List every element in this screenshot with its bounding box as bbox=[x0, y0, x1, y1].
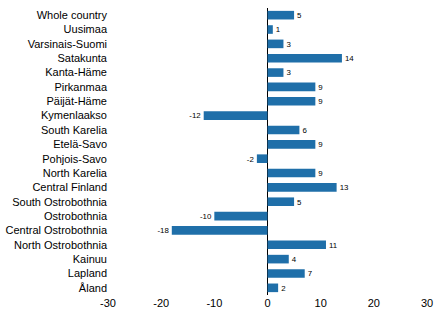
svg-text:10: 10 bbox=[315, 297, 327, 309]
svg-text:6: 6 bbox=[302, 126, 307, 135]
svg-text:4: 4 bbox=[292, 255, 297, 264]
svg-text:14: 14 bbox=[345, 54, 354, 63]
svg-text:Kymenlaakso: Kymenlaakso bbox=[41, 109, 107, 121]
svg-text:-18: -18 bbox=[157, 226, 169, 235]
svg-text:Whole country: Whole country bbox=[37, 9, 108, 21]
svg-text:South Karelia: South Karelia bbox=[41, 124, 108, 136]
svg-text:5: 5 bbox=[297, 11, 302, 20]
svg-text:Lapland: Lapland bbox=[68, 267, 107, 279]
svg-text:11: 11 bbox=[329, 241, 337, 250]
svg-text:7: 7 bbox=[308, 269, 312, 278]
svg-text:-12: -12 bbox=[189, 111, 200, 120]
svg-text:-10: -10 bbox=[206, 297, 222, 309]
svg-text:Uusimaa: Uusimaa bbox=[64, 23, 108, 35]
svg-text:1: 1 bbox=[276, 25, 280, 34]
svg-text:30: 30 bbox=[421, 297, 433, 309]
svg-text:2: 2 bbox=[281, 284, 285, 293]
svg-text:Åland: Åland bbox=[79, 282, 107, 294]
svg-text:3: 3 bbox=[286, 68, 291, 77]
svg-text:Ostrobothnia: Ostrobothnia bbox=[44, 210, 108, 222]
svg-text:North Karelia: North Karelia bbox=[43, 167, 108, 179]
svg-text:-20: -20 bbox=[153, 297, 169, 309]
svg-text:20: 20 bbox=[368, 297, 380, 309]
svg-text:Kanta-Häme: Kanta-Häme bbox=[45, 66, 107, 78]
svg-text:Pohjois-Savo: Pohjois-Savo bbox=[42, 153, 107, 165]
svg-text:-2: -2 bbox=[247, 155, 254, 164]
svg-text:South Ostrobothnia: South Ostrobothnia bbox=[12, 196, 108, 208]
svg-text:Kainuu: Kainuu bbox=[73, 253, 107, 265]
svg-text:9: 9 bbox=[318, 83, 322, 92]
svg-text:Varsinais-Suomi: Varsinais-Suomi bbox=[28, 38, 107, 50]
svg-text:13: 13 bbox=[340, 183, 349, 192]
svg-text:Central Ostrobothnia: Central Ostrobothnia bbox=[6, 224, 108, 236]
svg-text:Satakunta: Satakunta bbox=[57, 52, 107, 64]
svg-text:-10: -10 bbox=[200, 212, 212, 221]
svg-text:Etelä-Savo: Etelä-Savo bbox=[53, 138, 107, 150]
svg-text:5: 5 bbox=[297, 198, 302, 207]
svg-text:North Ostrobothnia: North Ostrobothnia bbox=[14, 239, 108, 251]
svg-text:9: 9 bbox=[318, 140, 322, 149]
svg-text:Central Finland: Central Finland bbox=[32, 181, 107, 193]
svg-text:0: 0 bbox=[264, 297, 270, 309]
svg-text:3: 3 bbox=[286, 40, 291, 49]
svg-text:-30: -30 bbox=[100, 297, 116, 309]
svg-text:9: 9 bbox=[318, 97, 322, 106]
svg-text:Päijät-Häme: Päijät-Häme bbox=[46, 95, 107, 107]
svg-text:9: 9 bbox=[318, 169, 322, 178]
svg-text:Pirkanmaa: Pirkanmaa bbox=[54, 81, 107, 93]
